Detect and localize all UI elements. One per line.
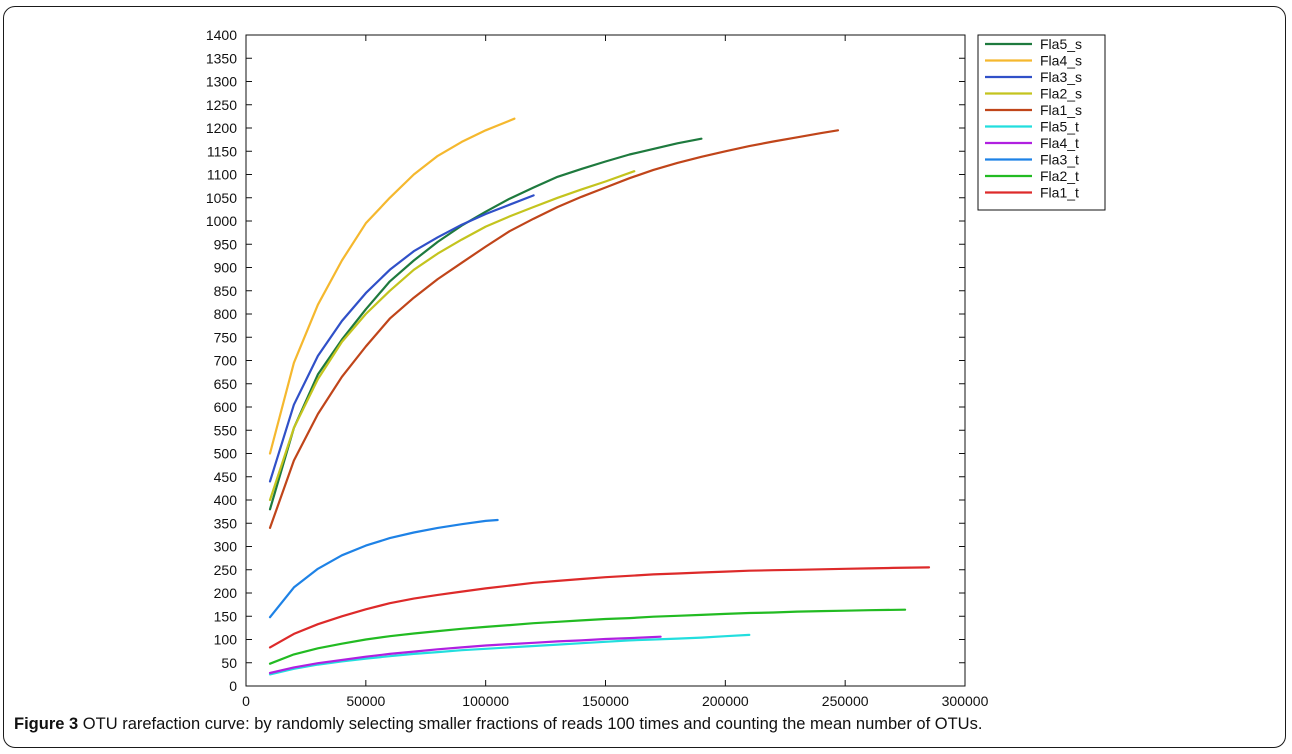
y-tick-label: 750 — [214, 329, 238, 345]
y-tick-label: 1150 — [207, 143, 237, 159]
y-tick-label: 1300 — [206, 74, 237, 90]
legend-label: Fla1_s — [1040, 102, 1082, 118]
x-axis: 0 50000 100000 150000 200000 250000 300000 — [242, 35, 989, 709]
y-tick-label: 500 — [214, 446, 238, 462]
series-line-fla3-s — [268, 194, 535, 483]
y-tick-label: 300 — [214, 539, 238, 555]
series-line-fla5-t — [268, 633, 751, 676]
series-lines — [268, 117, 931, 676]
y-tick-label: 1050 — [206, 190, 237, 206]
x-tick-label: 250000 — [822, 693, 869, 709]
y-tick-label: 950 — [214, 236, 238, 252]
y-tick-label: 1250 — [206, 97, 237, 113]
figure-caption: Figure 3 OTU rarefaction curve: by rando… — [14, 715, 1282, 734]
y-tick-label: 600 — [214, 399, 238, 415]
series-line-fla4-s — [268, 117, 516, 455]
y-tick-label: 850 — [214, 283, 238, 299]
x-tick-label: 100000 — [462, 693, 509, 709]
legend: Fla5_sFla4_sFla3_sFla2_sFla1_sFla5_tFla4… — [977, 34, 1106, 211]
y-axis: 0 50 100 150 200 250 300 350 400 450 500 550 600 650 7… — [206, 27, 965, 694]
y-tick-label: 1100 — [207, 167, 237, 183]
series-line-fla3-t — [268, 518, 499, 619]
y-tick-label: 350 — [214, 515, 238, 531]
series-line-fla2-s — [268, 170, 636, 502]
legend-label: Fla2_t — [1040, 168, 1079, 184]
x-tick-label: 200000 — [702, 693, 749, 709]
legend-label: Fla5_t — [1040, 119, 1079, 135]
y-tick-label: 250 — [214, 562, 238, 578]
rarefaction-chart: 0 50 100 150 200 250 300 350 400 450 500 550 600 650 7… — [206, 27, 1106, 709]
y-tick-label: 800 — [214, 306, 238, 322]
caption-label: Figure 3 — [14, 715, 79, 733]
y-tick-label: 50 — [221, 655, 237, 671]
y-tick-label: 100 — [214, 632, 238, 648]
legend-label: Fla2_s — [1040, 86, 1082, 102]
legend-label: Fla1_t — [1040, 185, 1079, 201]
series-line-fla2-t — [268, 608, 907, 665]
y-tick-label: 1200 — [206, 120, 237, 136]
x-tick-label: 150000 — [582, 693, 629, 709]
y-tick-label: 1000 — [206, 213, 237, 229]
series-line-fla1-s — [268, 129, 840, 530]
y-tick-label: 650 — [214, 376, 238, 392]
y-tick-label: 200 — [214, 585, 238, 601]
y-tick-label: 550 — [214, 422, 238, 438]
y-tick-label: 900 — [214, 260, 238, 276]
y-tick-label: 700 — [214, 353, 238, 369]
caption-text: OTU rarefaction curve: by randomly selec… — [82, 715, 983, 733]
y-tick-label: 0 — [229, 678, 237, 694]
y-tick-label: 400 — [214, 492, 238, 508]
y-tick-label: 1350 — [206, 50, 237, 66]
y-tick-label: 1400 — [206, 27, 237, 43]
y-tick-label: 450 — [214, 469, 238, 485]
legend-label: Fla3_s — [1040, 69, 1082, 85]
series-line-fla4-t — [268, 635, 662, 675]
y-tick-label: 150 — [214, 608, 238, 624]
series-line-fla5-s — [268, 137, 703, 511]
legend-label: Fla4_s — [1040, 53, 1082, 69]
legend-label: Fla3_t — [1040, 152, 1079, 168]
legend-label: Fla4_t — [1040, 135, 1079, 151]
legend-box — [977, 34, 1106, 211]
x-tick-label: 50000 — [346, 693, 385, 709]
figure-frame — [3, 6, 1286, 748]
x-tick-label: 300000 — [942, 693, 989, 709]
series-line-fla1-t — [268, 566, 931, 649]
x-tick-label: 0 — [242, 693, 250, 709]
legend-label: Fla5_s — [1040, 36, 1082, 52]
